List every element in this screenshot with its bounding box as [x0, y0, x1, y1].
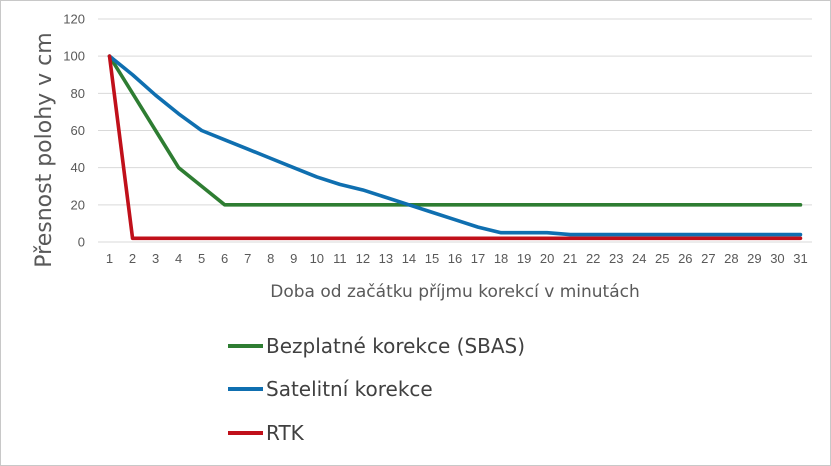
x-tick-label: 4	[175, 251, 182, 266]
series-line-0	[107, 54, 803, 207]
legend-label: Bezplatné korekce (SBAS)	[266, 334, 525, 358]
y-tick-label: 60	[71, 123, 85, 138]
series-lines	[107, 54, 803, 241]
y-tick-label: 100	[63, 49, 85, 64]
x-tick-label: 14	[402, 251, 416, 266]
x-tick-label: 20	[540, 251, 554, 266]
x-tick-label: 16	[448, 251, 462, 266]
series-line-2	[107, 54, 803, 241]
x-tick-label: 29	[747, 251, 761, 266]
x-tick-label: 24	[632, 251, 646, 266]
x-tick-label: 9	[290, 251, 297, 266]
y-tick-label: 20	[71, 197, 85, 212]
x-tick-labels: 1 2 3 4 5 6 7 8 9 10 11 12 13 14 15 16 17 18 19 20 21 22 23 24 2…	[106, 251, 808, 266]
x-tick-label: 28	[724, 251, 738, 266]
x-tick-label: 11	[333, 251, 347, 266]
x-tick-label: 17	[471, 251, 485, 266]
x-tick-label: 15	[425, 251, 439, 266]
x-tick-label: 30	[770, 251, 784, 266]
x-tick-label: 25	[655, 251, 669, 266]
y-tick-labels: 0 20 40 60 80 100 120	[63, 12, 85, 250]
x-tick-label: 5	[198, 251, 205, 266]
x-tick-label: 19	[517, 251, 531, 266]
x-tick-label: 7	[244, 251, 251, 266]
series-line-1	[107, 54, 803, 237]
x-tick-label: 6	[221, 251, 228, 266]
legend-label: RTK	[266, 421, 305, 445]
legend-label: Satelitní korekce	[266, 377, 433, 401]
x-tick-label: 18	[494, 251, 508, 266]
x-tick-label: 13	[379, 251, 393, 266]
x-tick-label: 1	[106, 251, 113, 266]
y-axis-title: Přesnost polohy v cm	[32, 32, 57, 267]
x-tick-label: 8	[267, 251, 274, 266]
x-tick-label: 22	[586, 251, 600, 266]
y-tick-label: 120	[63, 12, 85, 27]
x-tick-label: 10	[310, 251, 324, 266]
y-tick-label: 80	[71, 86, 85, 101]
x-tick-label: 21	[563, 251, 577, 266]
y-tick-label: 0	[78, 235, 85, 250]
legend: Bezplatné korekce (SBAS) Satelitní korekc…	[228, 334, 525, 445]
x-tick-label: 31	[793, 251, 807, 266]
x-tick-label: 12	[356, 251, 370, 266]
x-tick-label: 2	[129, 251, 136, 266]
x-tick-label: 3	[152, 251, 159, 266]
x-tick-label: 27	[701, 251, 715, 266]
x-tick-label: 23	[609, 251, 623, 266]
x-tick-label: 26	[678, 251, 692, 266]
x-axis-title: Doba od začátku příjmu korekcí v minutác…	[270, 282, 639, 302]
y-tick-label: 40	[71, 160, 85, 175]
